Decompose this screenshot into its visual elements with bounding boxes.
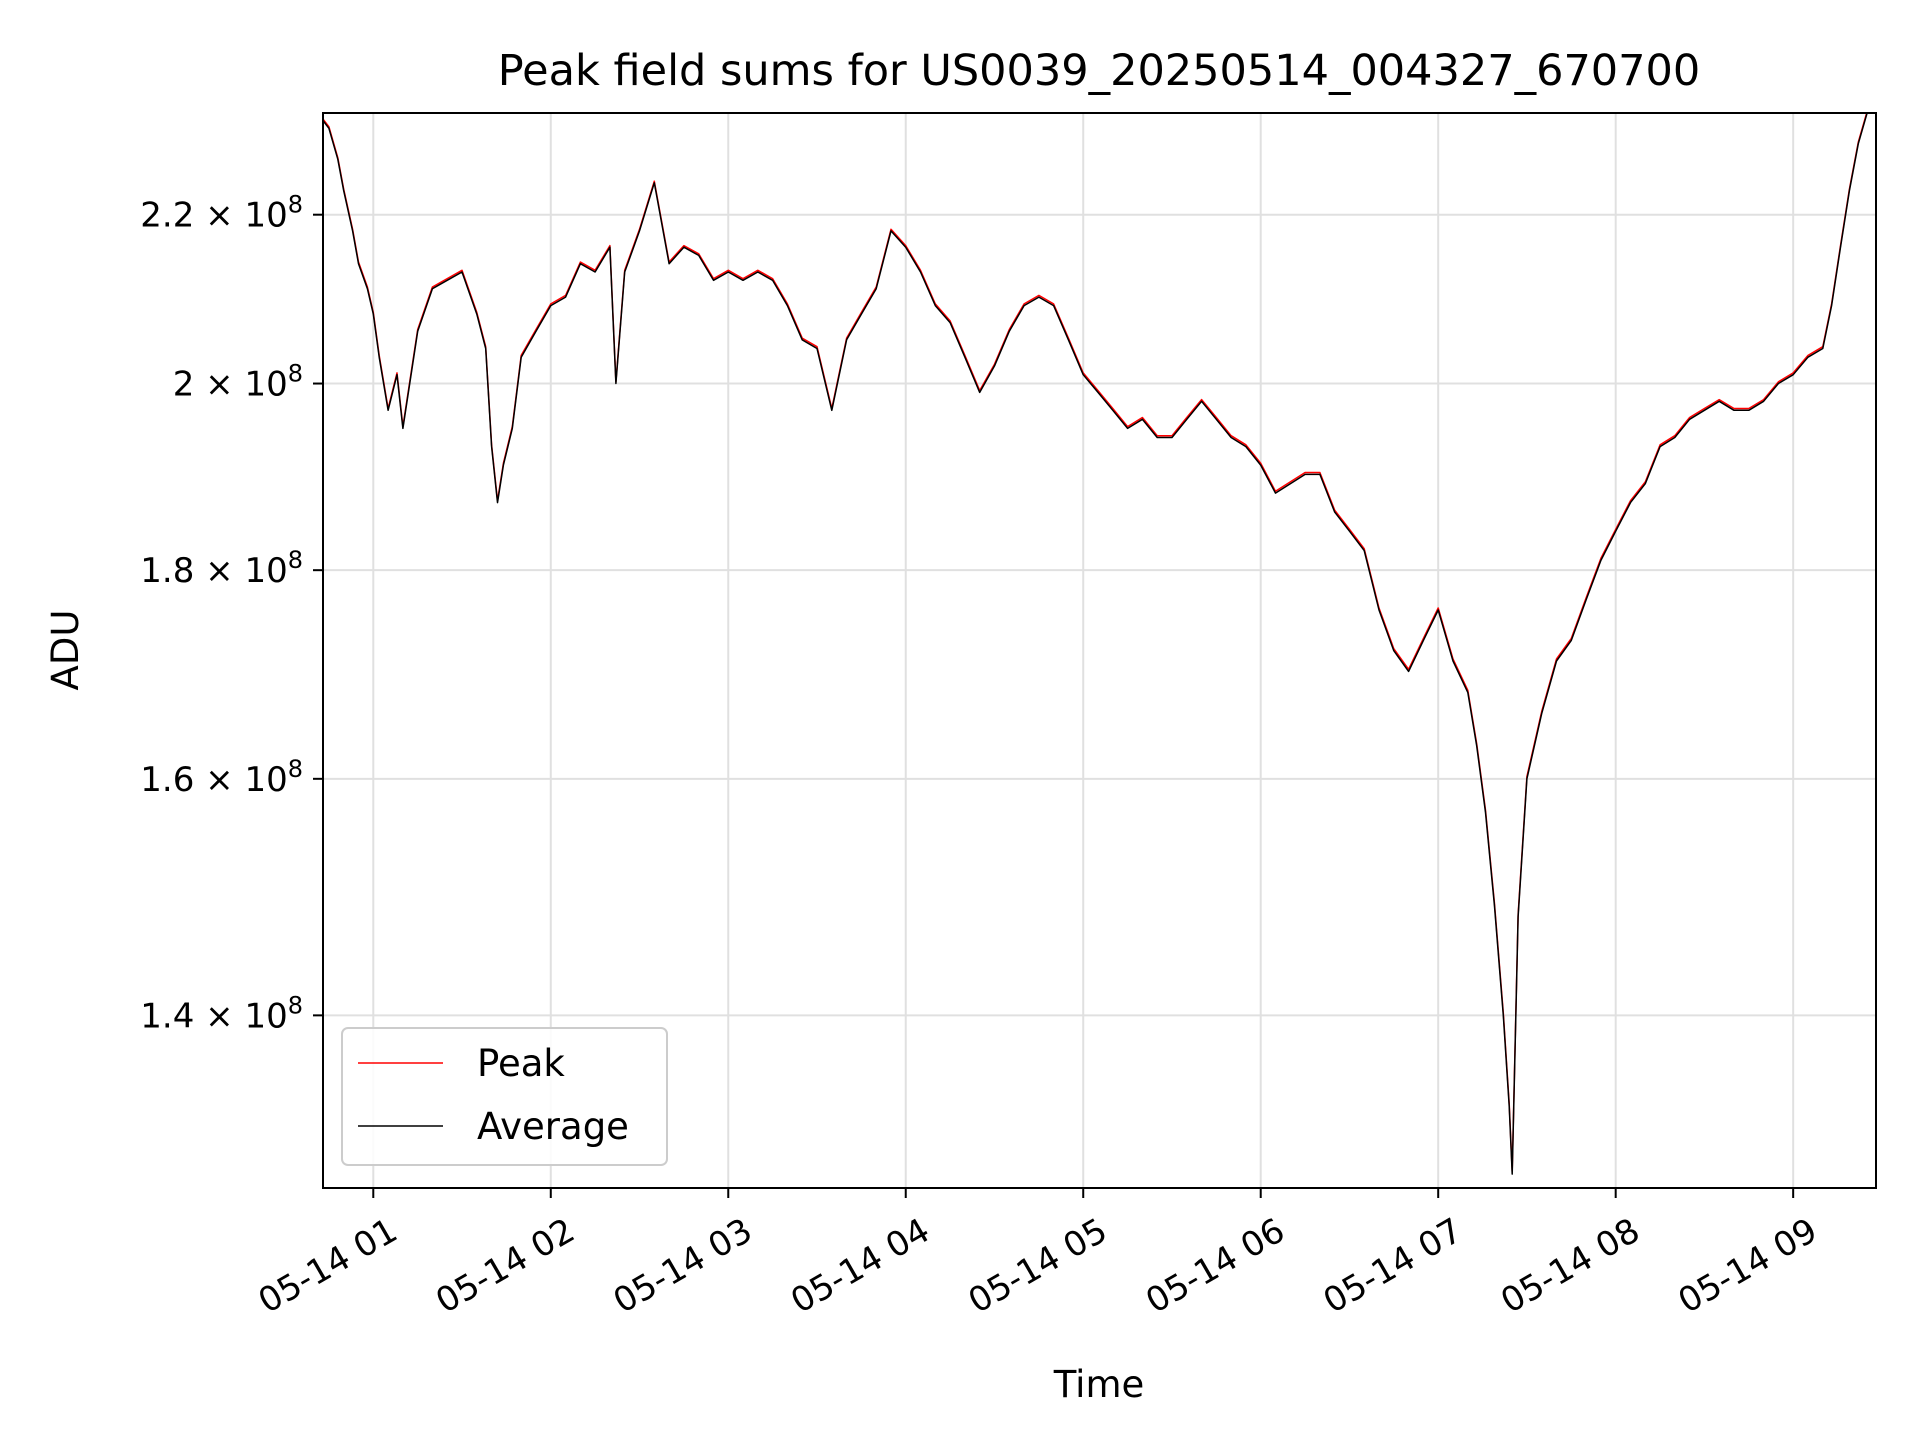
x-axis-label: Time bbox=[1053, 1363, 1145, 1406]
legend-label-average: Average bbox=[477, 1105, 629, 1148]
plot-frame bbox=[322, 112, 1877, 1189]
legend-label-peak: Peak bbox=[477, 1042, 565, 1085]
series-layer bbox=[323, 113, 1868, 1175]
y-axis-ticks: 1.4 × 108 1.6 × 108 1.8 × 108 2 × 108 2.2 × … bbox=[140, 191, 323, 1036]
y-tick-label: 1.4 × 108 bbox=[140, 991, 303, 1036]
legend: Peak Average bbox=[341, 1027, 668, 1166]
series-line-average bbox=[323, 113, 1868, 1175]
y-tick-label: 1.6 × 108 bbox=[140, 755, 303, 800]
y-tick-label: 2.2 × 108 bbox=[140, 191, 303, 236]
chart-title: Peak field sums for US0039_20250514_0043… bbox=[498, 46, 1701, 96]
y-tick-label: 2 × 108 bbox=[173, 360, 303, 405]
y-axis-label: ADU bbox=[44, 610, 87, 691]
grid bbox=[323, 113, 1876, 1188]
y-tick-label: 1.8 × 108 bbox=[140, 546, 303, 591]
